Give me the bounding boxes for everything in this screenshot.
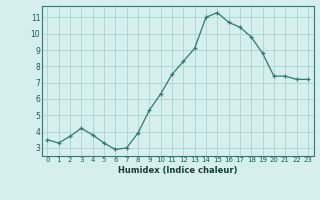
X-axis label: Humidex (Indice chaleur): Humidex (Indice chaleur) (118, 166, 237, 175)
